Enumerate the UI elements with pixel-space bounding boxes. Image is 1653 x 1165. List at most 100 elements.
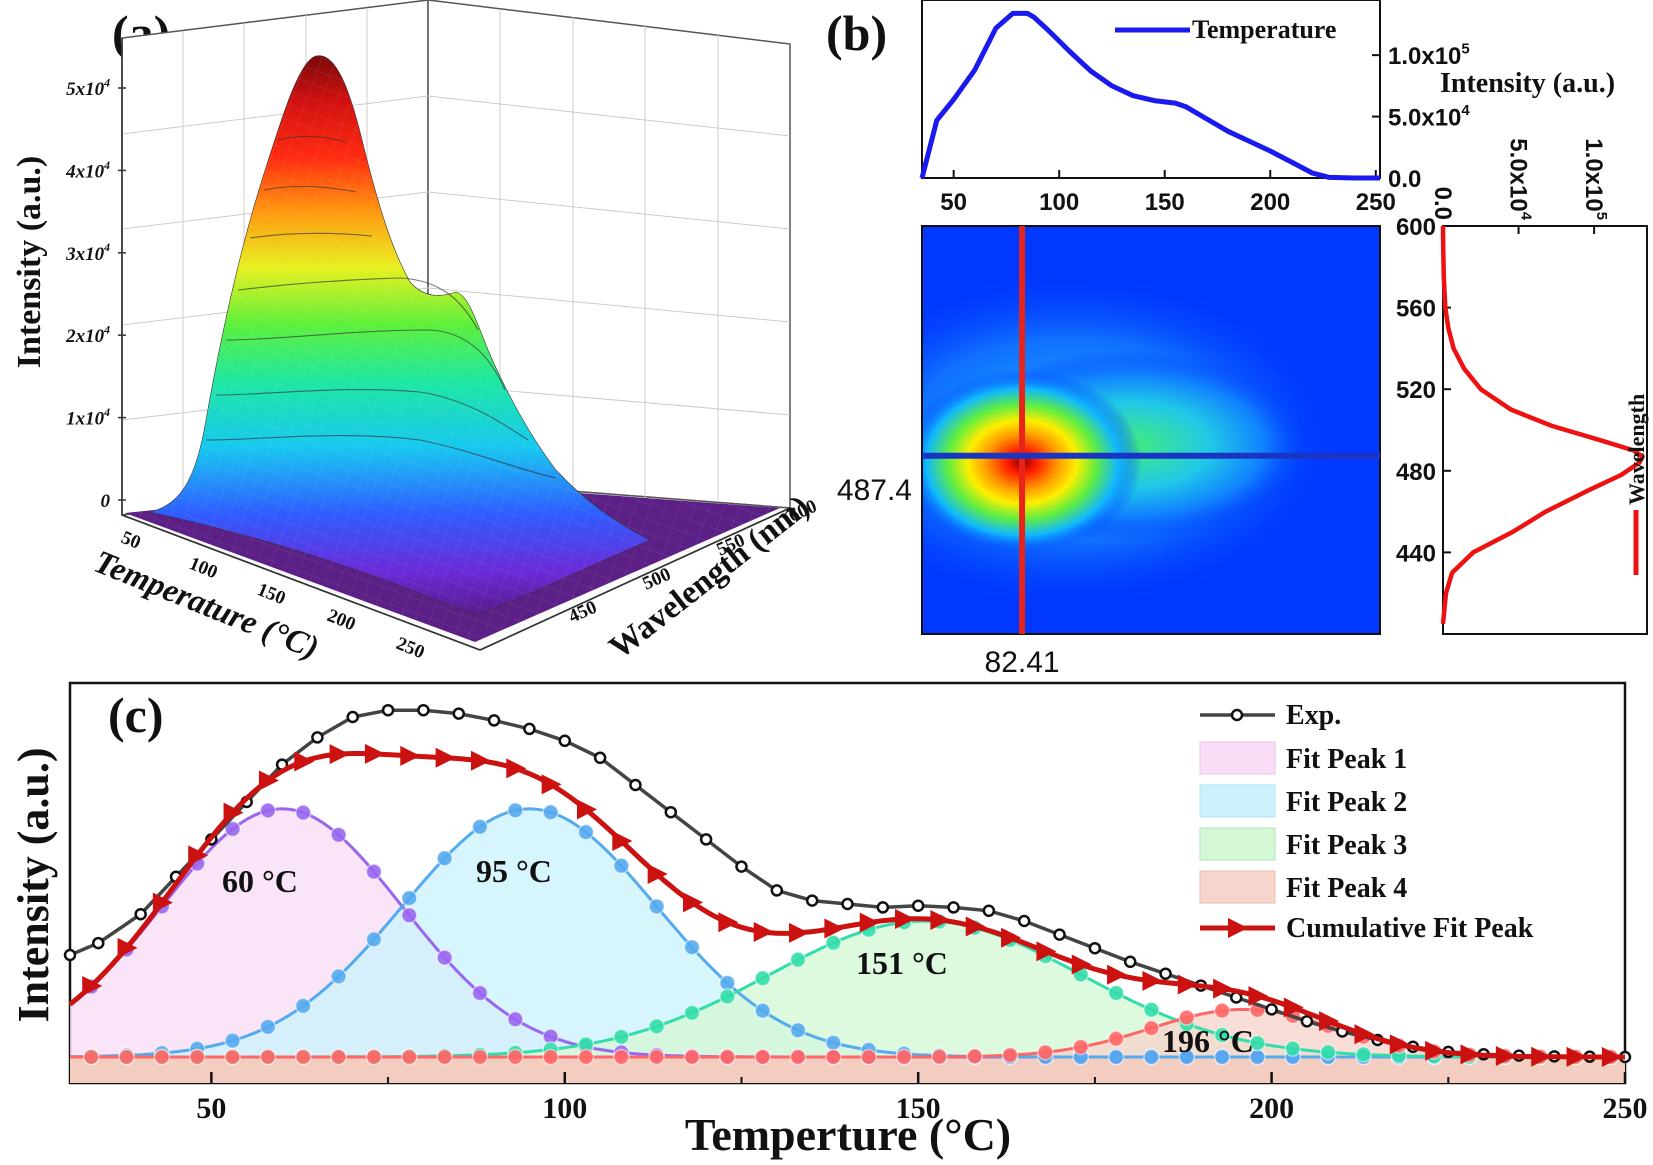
fit-peak-1-point <box>330 826 347 844</box>
exp-point <box>1053 928 1066 941</box>
panel-c-x-label: Temperture (°C) <box>685 1109 1011 1160</box>
cumulative-fit-point <box>1601 1046 1622 1067</box>
fit-peak-4-point <box>295 1048 312 1066</box>
exp-point <box>593 751 607 765</box>
fit-peak-1-point <box>471 984 489 1002</box>
crosshair-x-label: 82.41 <box>985 646 1060 679</box>
legend-item-fit-peak-2: Fit Peak 2 <box>1199 784 1407 818</box>
fit-peak-3-point <box>1143 1001 1160 1019</box>
panel-b-label: (b) <box>826 5 887 61</box>
cumulative-fit-point <box>541 774 562 795</box>
panel-c: (c) 50 100 150 200 250 Temperture (°C) Inten… <box>9 681 1648 1160</box>
fit-peak-2-point <box>577 823 595 841</box>
fit-peak-4-point <box>436 1048 453 1066</box>
exp-point <box>841 897 854 911</box>
fit-peak-2-point <box>683 939 701 956</box>
exp-point <box>629 778 642 792</box>
fit-peak-2-point <box>1213 1048 1231 1066</box>
legend-item-fit-peak-1: Fit Peak 1 <box>1199 741 1407 775</box>
cumulative-fit-point <box>1566 1046 1587 1067</box>
panel-a-contours <box>205 135 557 479</box>
temperature-profile-line <box>919 10 1380 181</box>
fit-peak-1-point <box>224 820 241 838</box>
legend-label: Fit Peak 1 <box>1286 744 1407 775</box>
panel-c-legend: Exp. Fit Peak 1 Fit Peak 2 Fit Peak 3 Fi… <box>1199 700 1534 944</box>
fit-peak-3-point <box>683 1004 701 1022</box>
exp-point <box>947 901 960 914</box>
panel-a-z-label: Intensity (a.u.) <box>11 156 48 369</box>
fit-peak-2-point <box>825 1034 842 1051</box>
legend-item-fit-peak-3: Fit Peak 3 <box>1199 827 1407 861</box>
fit-peak-3-point <box>1355 1046 1372 1063</box>
fit-peak-2-point <box>436 850 453 867</box>
cumulative-fit-point <box>718 912 739 933</box>
cumulative-fit-point <box>470 750 491 771</box>
top-x-tick-label: 150 <box>1145 189 1185 216</box>
side-y-tick-label: 520 <box>1396 377 1436 404</box>
cumulative-fit-point <box>1460 1044 1481 1065</box>
top-y-tick-label: 5.0x104 <box>1388 103 1470 132</box>
panel-b-heatmap <box>922 226 1380 634</box>
z-tick-label: 2x104 <box>65 324 110 348</box>
fit-peak-4-fill <box>70 1009 1625 1057</box>
fit-peak-4-point <box>860 1048 877 1066</box>
exp-point <box>1300 1015 1314 1028</box>
fit-peak-4-point <box>719 1048 736 1066</box>
fit-peak-4-point <box>542 1048 559 1066</box>
fit-peak-2-point <box>1143 1048 1160 1066</box>
peak-label-1: 60 °C <box>222 863 298 899</box>
cumulative-fit-point <box>1036 941 1057 962</box>
exp-point <box>876 901 890 914</box>
fit-peak-4-point <box>1107 1030 1125 1047</box>
cumulative-fit-point <box>789 922 810 943</box>
fit-peak-2-point <box>789 1022 807 1039</box>
exp-point <box>982 904 996 918</box>
side-x-tick-label: 0.0 <box>1429 187 1456 220</box>
fit-peak-3-point <box>1107 984 1125 1002</box>
exp-point <box>452 707 465 720</box>
exp-point <box>1017 914 1031 928</box>
cumulative-fit-point <box>294 751 315 772</box>
fit-peak-2-point <box>507 802 524 819</box>
peak-label-3: 151 °C <box>856 945 948 981</box>
exp-point <box>664 805 678 819</box>
z-tick-label: 0 <box>101 491 111 512</box>
temperature-legend-label: Temperature <box>1192 15 1336 44</box>
panel-b-top-y-label: Intensity (a.u.) <box>1440 68 1615 99</box>
cumulative-fit-point <box>1177 974 1198 995</box>
cumulative-fit-point <box>329 744 350 765</box>
side-x-tick-label: 1.0x105 <box>1580 138 1609 220</box>
crosshair-y-label: 487.4 <box>837 474 912 507</box>
peak-label-2: 95 °C <box>476 853 552 889</box>
fit-peak-4-point <box>577 1048 595 1066</box>
fit-peak-lines <box>63 703 1632 1067</box>
fit-peak-2-point <box>1178 1048 1196 1066</box>
panel-a: (a) <box>11 0 820 667</box>
panel-c-y-label: Intensity (a.u.) <box>9 747 58 1022</box>
fit-peak-4-point <box>754 1048 771 1066</box>
exp-point <box>523 722 536 736</box>
fit-peak-4-point <box>259 1048 277 1066</box>
cumulative-fit-point <box>1142 970 1163 991</box>
cumulative-fit-point <box>1071 954 1092 975</box>
exp-point <box>346 710 359 724</box>
fit-peak-2-point <box>719 974 736 992</box>
exp-point <box>63 948 77 962</box>
z-tick-label: 1x104 <box>66 406 110 430</box>
fit-peak-4-point <box>188 1048 206 1066</box>
exp-point <box>381 703 395 717</box>
fit-peak-1-point <box>507 1011 524 1028</box>
panel-c-label: (c) <box>108 687 164 743</box>
c-x-tick-label: 150 <box>896 1092 941 1125</box>
exp-point <box>911 899 925 912</box>
cumulative-fit-point <box>1319 1011 1340 1032</box>
side-y-tick-label: 480 <box>1396 459 1436 486</box>
fit-peak-2-point <box>1107 1048 1125 1066</box>
fit-peak-4-point <box>895 1048 913 1066</box>
top-y-tick-label: 0.0 <box>1388 166 1421 193</box>
c-x-tick-label: 250 <box>1603 1092 1648 1125</box>
exp-point <box>1159 967 1172 980</box>
cumulative-fit-point <box>1425 1040 1446 1061</box>
fit-peak-2-point <box>259 1018 277 1036</box>
fit-peak-2-point <box>224 1032 241 1049</box>
